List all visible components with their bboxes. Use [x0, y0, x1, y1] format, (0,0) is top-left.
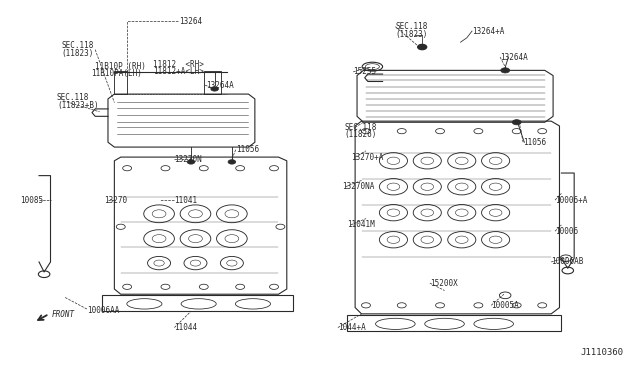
Text: 10006+A: 10006+A: [555, 196, 588, 205]
Circle shape: [418, 44, 427, 49]
Text: 13270N: 13270N: [174, 155, 202, 164]
Text: 11812  <RH>: 11812 <RH>: [153, 60, 204, 69]
Text: (11823): (11823): [61, 49, 93, 58]
Text: 11056: 11056: [523, 138, 546, 147]
Text: 11B10P (RH): 11B10P (RH): [95, 62, 146, 71]
Text: 10006AA: 10006AA: [87, 306, 119, 315]
Text: 13270: 13270: [104, 196, 127, 205]
Text: (11823+B): (11823+B): [57, 101, 99, 110]
Text: 11812+A<LH>: 11812+A<LH>: [153, 67, 204, 76]
Text: 13270NA: 13270NA: [342, 182, 375, 191]
Text: 10085: 10085: [20, 196, 43, 205]
Text: SEC.118: SEC.118: [57, 93, 89, 102]
Circle shape: [228, 160, 236, 164]
Text: 13270+A: 13270+A: [351, 153, 383, 161]
Text: 11044: 11044: [174, 323, 198, 332]
Text: 1044+A: 1044+A: [338, 323, 365, 332]
Text: 11041: 11041: [174, 196, 198, 205]
Text: 13264: 13264: [179, 17, 203, 26]
Text: J1110360: J1110360: [580, 348, 623, 357]
Text: 13264+A: 13264+A: [472, 26, 504, 36]
Text: SEC.118: SEC.118: [61, 41, 93, 51]
Text: SEC.118: SEC.118: [344, 123, 377, 132]
Text: FRONT: FRONT: [52, 311, 75, 320]
Text: 15255: 15255: [353, 67, 376, 76]
Circle shape: [512, 120, 521, 125]
Text: 11056: 11056: [236, 145, 259, 154]
Text: SEC.118: SEC.118: [396, 22, 428, 31]
Text: 13264A: 13264A: [206, 81, 234, 90]
Text: (11826): (11826): [344, 130, 377, 140]
Circle shape: [500, 68, 509, 73]
Circle shape: [211, 87, 218, 91]
Text: 15200X: 15200X: [430, 279, 458, 288]
Text: 10005A: 10005A: [491, 301, 519, 310]
Circle shape: [187, 160, 195, 164]
Text: 11041M: 11041M: [347, 221, 374, 230]
Text: (11823): (11823): [396, 29, 428, 39]
Text: 10006: 10006: [555, 227, 578, 236]
Text: 13264A: 13264A: [500, 52, 528, 61]
Text: 10006AB: 10006AB: [551, 257, 584, 266]
Text: 11B10PA(LH): 11B10PA(LH): [92, 69, 142, 78]
